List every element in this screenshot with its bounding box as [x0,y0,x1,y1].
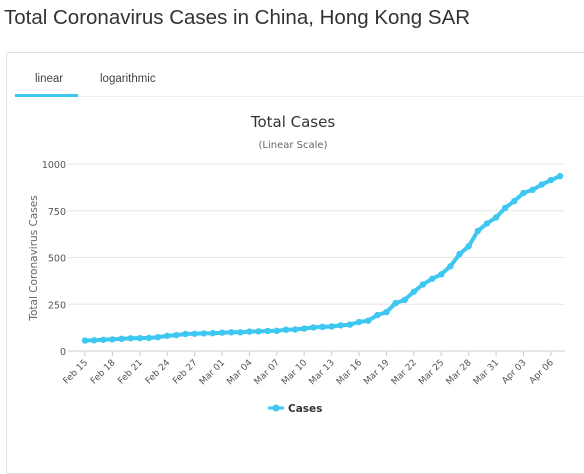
data-point[interactable] [374,311,381,319]
x-tick-label: Mar 28 [445,358,474,387]
data-point[interactable] [419,281,427,288]
data-point[interactable] [364,317,372,324]
data-point[interactable] [182,330,189,338]
x-tick-label: Mar 16 [335,358,364,387]
active-tab-indicator [15,94,78,97]
data-point[interactable] [264,327,271,335]
legend-swatch-marker [272,404,280,412]
x-tick-label: Mar 04 [225,358,254,387]
data-point[interactable] [173,331,180,339]
legend[interactable]: Cases [268,403,322,415]
data-point[interactable] [291,326,299,333]
data-point[interactable] [136,334,144,342]
data-point[interactable] [218,329,226,336]
data-point[interactable] [81,337,89,344]
y-tick-label: 250 [48,300,66,311]
data-point[interactable] [191,330,198,337]
data-point[interactable] [501,204,509,212]
data-point[interactable] [401,296,408,304]
data-point[interactable] [237,329,244,336]
data-point[interactable] [346,321,354,328]
data-point[interactable] [246,328,253,335]
data-point[interactable] [282,326,290,333]
x-tick-label: Feb 24 [144,358,173,387]
data-point[interactable] [556,172,564,180]
data-point[interactable] [209,330,217,337]
data-point[interactable] [145,334,153,342]
data-point[interactable] [255,328,262,335]
data-point[interactable] [392,299,399,307]
data-point[interactable] [227,329,235,336]
data-point[interactable] [310,324,317,331]
x-tick-label: Apr 06 [528,358,556,386]
scale-tabs: linear logarithmic [15,66,584,97]
data-point[interactable] [337,322,344,329]
x-tick-label: Feb 15 [62,358,90,386]
data-point[interactable] [118,335,125,343]
data-point[interactable] [127,335,134,342]
x-tick-label: Mar 25 [417,358,446,387]
x-tick-label: Mar 13 [308,358,337,387]
tab-logarithmic[interactable]: logarithmic [100,73,156,85]
gridlines [68,163,565,352]
data-point[interactable] [100,336,107,343]
data-point[interactable] [547,176,555,184]
data-point[interactable] [328,323,335,330]
x-tick-label: Mar 22 [390,358,419,387]
page-title: Total Coronavirus Cases in China, Hong K… [4,6,471,29]
data-point[interactable] [273,327,281,335]
data-point[interactable] [538,181,545,188]
x-tick-label: Mar 19 [362,358,391,387]
data-point[interactable] [438,271,445,278]
data-point[interactable] [109,336,116,343]
series-line [83,174,562,343]
data-point[interactable] [456,250,463,258]
chart-title: Total Cases [250,113,336,131]
chart-subtitle: (Linear Scale) [259,140,328,151]
data-point[interactable] [492,214,500,221]
data-point[interactable] [164,332,171,340]
x-tick-label: Feb 18 [89,358,118,387]
data-point[interactable] [410,288,418,295]
y-tick-label: 0 [60,347,66,358]
x-tick-label: Mar 10 [280,358,309,387]
series-cases [81,172,564,344]
y-tick-label: 500 [48,254,66,265]
data-point[interactable] [511,197,518,205]
y-axis-ticks: 0 250 500 750 1000 [42,160,66,358]
data-point[interactable] [200,330,207,337]
data-point[interactable] [383,308,390,316]
y-axis-label: Total Coronavirus Cases [28,195,40,321]
data-point[interactable] [355,318,363,326]
data-point[interactable] [154,333,162,341]
tab-linear[interactable]: linear [35,73,64,85]
data-point[interactable] [520,189,527,197]
data-point[interactable] [465,243,472,250]
x-tick-label: Apr 03 [500,358,528,386]
x-tick-label: Feb 27 [171,358,199,386]
legend-label-cases: Cases [288,403,322,415]
y-tick-label: 1000 [42,160,66,171]
x-tick-label: Mar 01 [198,358,227,387]
line-chart: Total Cases (Linear Scale) Total Coronav… [28,113,565,415]
x-tick-label: Mar 31 [472,358,501,387]
data-point[interactable] [483,220,491,227]
data-point[interactable] [474,227,481,235]
data-point[interactable] [90,337,98,344]
data-point[interactable] [319,323,326,331]
data-point[interactable] [301,325,308,332]
x-tick-label: Feb 21 [116,358,144,386]
data-point[interactable] [529,186,536,194]
y-tick-label: 750 [48,207,66,218]
x-tick-label: Mar 07 [253,358,282,387]
data-point[interactable] [428,275,436,283]
data-point[interactable] [447,263,454,270]
